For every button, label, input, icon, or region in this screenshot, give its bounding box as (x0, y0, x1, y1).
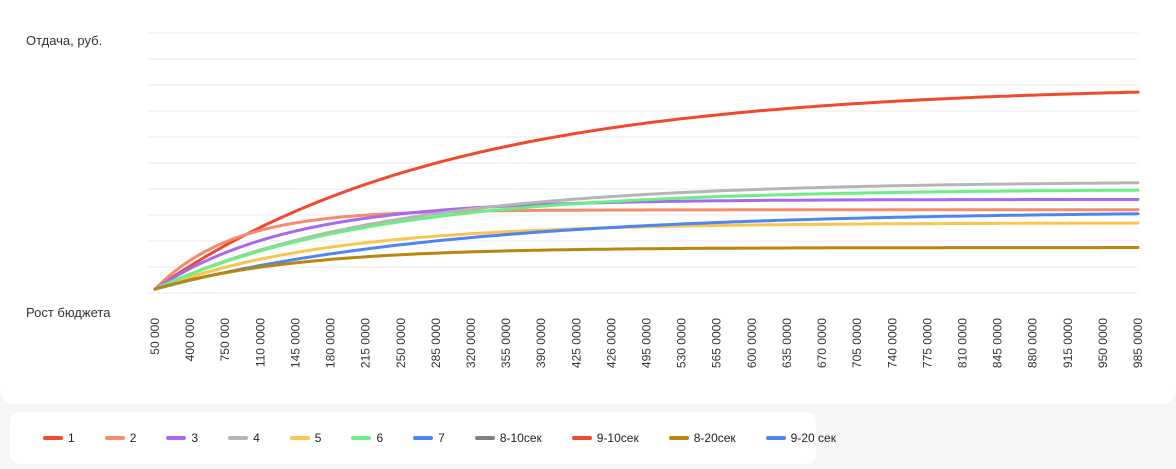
x-tick-label: 180 0000 (324, 318, 338, 368)
legend-label: 6 (376, 431, 384, 445)
series-line-8-20сек (153, 246, 1140, 291)
legend-label: 8-20сек (693, 431, 736, 445)
x-axis-label: Рост бюджета (26, 305, 111, 320)
legend-label: 1 (68, 431, 75, 445)
chart-legend: 1 2 3 4 5 6 7 8-10сек 9-10сек 8-20сек 9-20 сек (10, 412, 836, 464)
legend-label: 9-10сек (596, 431, 639, 445)
series-lines (153, 90, 1140, 291)
x-tick-label: 355 0000 (499, 318, 513, 368)
legend-item[interactable]: 9-20 сек (765, 431, 836, 445)
x-tick-label: 390 0000 (534, 318, 548, 368)
x-tick-label: 50 000 (148, 318, 162, 355)
x-tick-label: 670 0000 (815, 318, 829, 368)
x-tick-label: 145 0000 (288, 318, 302, 368)
legend-label: 4 (253, 431, 260, 445)
legend-item[interactable]: 5 (289, 431, 322, 445)
legend-swatch (765, 436, 786, 440)
x-tick-label: 810 0000 (955, 318, 969, 368)
legend-label: 2 (129, 431, 137, 445)
x-tick-label: 215 0000 (359, 318, 373, 368)
x-tick-label: 705 0000 (850, 318, 864, 368)
x-tick-label: 320 0000 (464, 318, 478, 368)
grid-lines (148, 32, 1138, 294)
legend-swatch (413, 436, 434, 440)
x-tick-label: 426 0000 (604, 318, 618, 368)
y-axis-label: Отдача, руб. (26, 33, 102, 48)
x-tick-label: 400 000 (183, 318, 197, 362)
legend-label: 9-20 сек (790, 431, 836, 445)
chart-card: 50 000 400 000 750 000 110 0000 145 0000 180 … (0, 0, 1176, 404)
legend-label: 7 (438, 431, 445, 445)
legend-swatch (166, 436, 187, 440)
x-tick-labels: 50 000 400 000 750 000 110 0000 145 0000 180 … (148, 318, 1145, 368)
x-tick-label: 250 0000 (394, 318, 408, 368)
x-tick-label: 635 0000 (780, 318, 794, 368)
legend-label: 3 (191, 431, 199, 445)
legend-item[interactable]: 2 (104, 431, 137, 445)
legend-item[interactable]: 7 (413, 431, 445, 445)
legend-item[interactable]: 6 (351, 431, 383, 445)
line-chart: 50 000 400 000 750 000 110 0000 145 0000 180 … (26, 32, 1145, 368)
x-tick-label: 425 0000 (569, 318, 583, 368)
legend-swatch (228, 436, 249, 440)
legend-item[interactable]: 8-20сек (668, 431, 736, 445)
series-line-1 (153, 90, 1140, 291)
series-line-7 (153, 212, 1140, 291)
legend-item[interactable]: 1 (43, 431, 75, 445)
legend-item[interactable]: 4 (228, 431, 260, 445)
legend-swatch (668, 436, 689, 440)
legend-swatch (289, 436, 310, 440)
x-tick-label: 750 000 (218, 318, 232, 362)
series-line-6 (153, 188, 1140, 291)
legend-swatch (571, 436, 592, 440)
legend-label: 5 (314, 431, 322, 445)
series-line-2 (153, 208, 1140, 291)
legend-swatch (474, 436, 495, 440)
legend-item[interactable]: 8-10сек (474, 431, 542, 445)
series-line-5 (153, 221, 1140, 291)
series-line-4 (153, 181, 1140, 291)
x-tick-label: 775 0000 (920, 318, 934, 368)
x-tick-label: 565 0000 (710, 318, 724, 368)
x-tick-label: 600 0000 (745, 318, 759, 368)
legend-label: 8-10сек (499, 431, 542, 445)
x-tick-label: 740 0000 (885, 318, 899, 368)
legend-item[interactable]: 9-10сек (571, 431, 639, 445)
legend-item[interactable]: 3 (166, 431, 198, 445)
legend-swatch (351, 436, 372, 440)
series-line-3 (153, 198, 1140, 291)
x-tick-label: 530 0000 (675, 318, 689, 368)
legend-swatch (43, 436, 63, 440)
x-tick-label: 495 0000 (640, 318, 654, 368)
x-tick-label: 880 0000 (1026, 318, 1040, 368)
x-tick-label: 285 0000 (429, 318, 443, 368)
legend-swatch (104, 436, 125, 440)
x-tick-label: 985 0000 (1131, 318, 1145, 368)
x-tick-label: 845 0000 (991, 318, 1005, 368)
x-tick-label: 950 0000 (1096, 318, 1110, 368)
x-tick-label: 110 0000 (253, 318, 267, 367)
x-tick-label: 915 0000 (1061, 318, 1075, 368)
